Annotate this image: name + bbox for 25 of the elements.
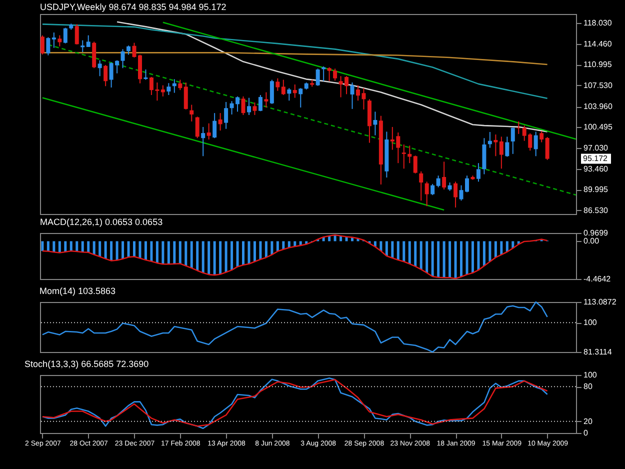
y-tick-label: 100.495 <box>584 122 613 132</box>
y-tick-label: 100 <box>584 318 598 328</box>
y-tick-label: 107.530 <box>584 80 613 90</box>
y-tick-label: 0.9699 <box>584 228 609 238</box>
chart-title: Mom(14) 103.5863 <box>40 286 116 296</box>
y-tick-label: -4.4642 <box>584 274 612 284</box>
y-tick-label: 81.3114 <box>584 348 612 356</box>
y-tick-label: 118.030 <box>584 18 612 28</box>
y-tick-label: 100 <box>584 370 598 380</box>
y-tick-label: 97.030 <box>584 143 609 152</box>
y-tick-label: 110.995 <box>584 60 612 70</box>
y-tick-label: 93.460 <box>584 164 609 174</box>
chart-title: MACD(12,26,1) 0.0653 0.0653 <box>40 217 163 227</box>
y-tick-label: 20 <box>584 416 593 426</box>
text: 95.172 <box>583 154 608 163</box>
y-tick-label: 113.0872 <box>584 298 617 306</box>
y-tick-label: 89.995 <box>584 185 609 194</box>
y-tick-label: 80 <box>584 382 593 392</box>
y-tick-label: 114.460 <box>584 40 612 48</box>
chart-title: Stoch(13,3,3) 66.5685 72.3690 <box>24 359 149 369</box>
y-tick-label: 0 <box>584 428 588 438</box>
y-tick-label: 0.00 <box>584 236 600 246</box>
y-tick-label: 103.960 <box>584 102 613 111</box>
y-tick-label: 86.530 <box>584 206 609 215</box>
chart-title: USDJPY,Weekly 98.674 98.835 94.984 95.172 <box>40 2 226 12</box>
